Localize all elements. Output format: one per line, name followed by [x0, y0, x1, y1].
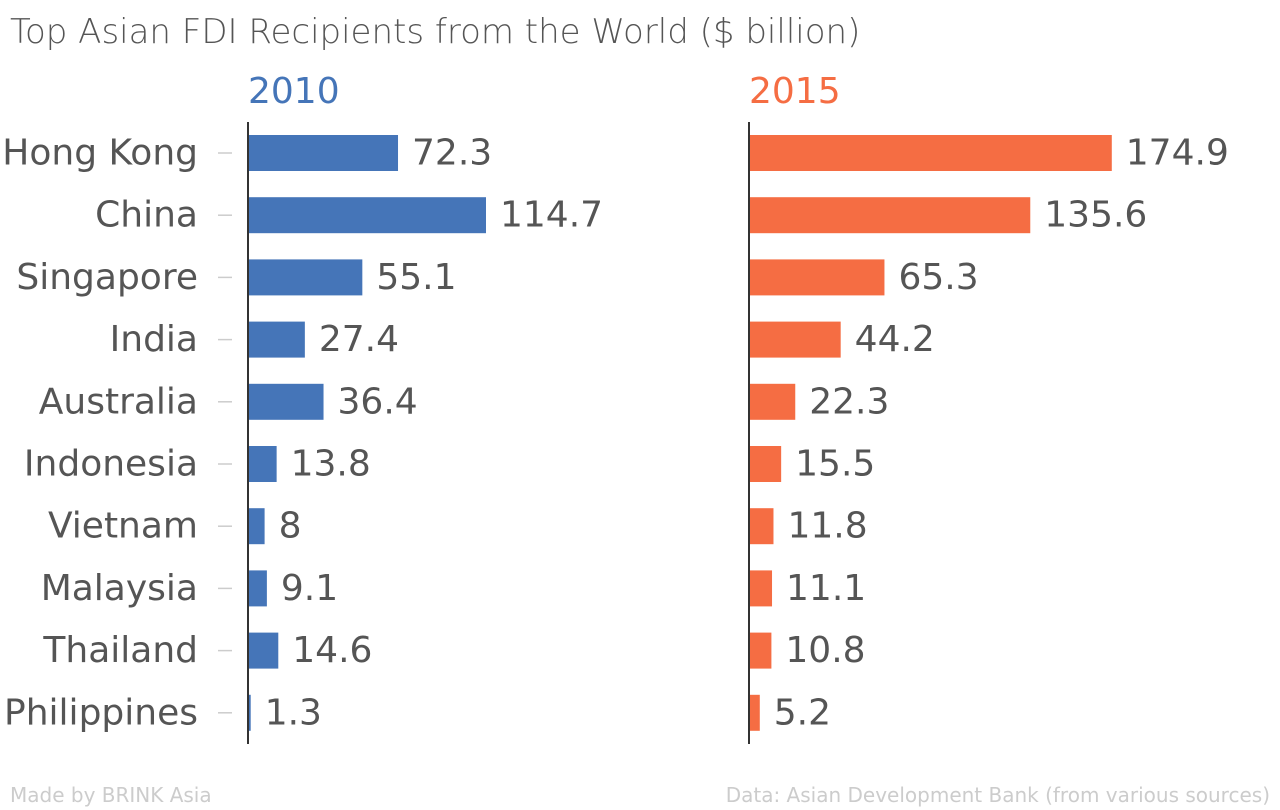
value-label-2015-philippines: 5.2: [774, 692, 831, 733]
bar-2015-malaysia: [749, 570, 773, 607]
bar-2015-india: [749, 321, 841, 358]
bar-2015-philippines: [749, 694, 760, 731]
panel-title-2010: 2010: [248, 71, 340, 112]
bar-2015-singapore: [749, 259, 885, 296]
panel-title-2015: 2015: [749, 71, 841, 112]
value-label-2010-hong-kong: 72.3: [412, 133, 492, 174]
category-label-vietnam: Vietnam: [48, 506, 198, 547]
value-label-2010-indonesia: 13.8: [291, 444, 371, 485]
category-label-thailand: Thailand: [42, 630, 198, 671]
value-label-2015-vietnam: 11.8: [787, 506, 867, 547]
value-label-2010-malaysia: 9.1: [281, 568, 338, 609]
category-labels: Hong Kong China Singapore India Australia Ind…: [2, 133, 232, 733]
panel-2015: 2015 174.9 135.6 65.3 44.2 22.3 15.5 11.8 11.1 10…: [748, 71, 1229, 744]
value-label-2015-hong-kong: 174.9: [1126, 133, 1229, 174]
bar-2010-india: [248, 321, 305, 358]
bar-2015-indonesia: [749, 446, 782, 482]
bar-2010-hong-kong: [248, 135, 399, 171]
chart-title: Top Asian FDI Recipients from the World …: [10, 12, 861, 52]
bar-2015-china: [749, 197, 1031, 234]
bar-2010-malaysia: [248, 570, 267, 607]
value-label-2015-australia: 22.3: [809, 381, 889, 422]
value-label-2015-malaysia: 11.1: [786, 568, 866, 609]
bar-2010-thailand: [248, 632, 279, 669]
bar-2010-indonesia: [248, 446, 277, 482]
value-label-2010-india: 27.4: [319, 319, 399, 360]
value-label-2015-thailand: 10.8: [785, 630, 865, 671]
category-label-hong-kong: Hong Kong: [2, 133, 198, 174]
category-label-philippines: Philippines: [4, 692, 198, 733]
bar-2010-philippines: [248, 694, 251, 731]
value-label-2010-vietnam: 8: [279, 506, 302, 547]
bar-2010-australia: [248, 383, 324, 420]
value-label-2015-indonesia: 15.5: [795, 444, 875, 485]
category-label-china: China: [95, 195, 198, 236]
category-label-india: India: [110, 319, 198, 360]
value-label-2010-philippines: 1.3: [265, 692, 322, 733]
category-label-indonesia: Indonesia: [24, 444, 198, 485]
category-label-malaysia: Malaysia: [41, 568, 198, 609]
value-label-2010-singapore: 55.1: [376, 257, 456, 298]
category-label-singapore: Singapore: [16, 257, 198, 298]
bar-2010-singapore: [248, 259, 363, 296]
value-label-2010-thailand: 14.6: [292, 630, 372, 671]
credit-text: Made by BRINK Asia: [10, 783, 212, 807]
category-label-australia: Australia: [39, 381, 198, 422]
chart-area: Hong Kong China Singapore India Australia Ind…: [2, 71, 1229, 744]
value-label-2010-australia: 36.4: [338, 381, 418, 422]
bar-2015-hong-kong: [749, 135, 1112, 171]
value-label-2010-china: 114.7: [500, 195, 603, 236]
bar-2015-thailand: [749, 632, 772, 669]
bar-2010-vietnam: [248, 508, 265, 545]
bar-2015-australia: [749, 383, 796, 420]
source-text: Data: Asian Development Bank (from vario…: [725, 783, 1270, 807]
value-label-2015-india: 44.2: [855, 319, 935, 360]
value-label-2015-singapore: 65.3: [898, 257, 978, 298]
value-label-2015-china: 135.6: [1044, 195, 1147, 236]
bar-2010-china: [248, 197, 486, 234]
bar-2015-vietnam: [749, 508, 774, 545]
